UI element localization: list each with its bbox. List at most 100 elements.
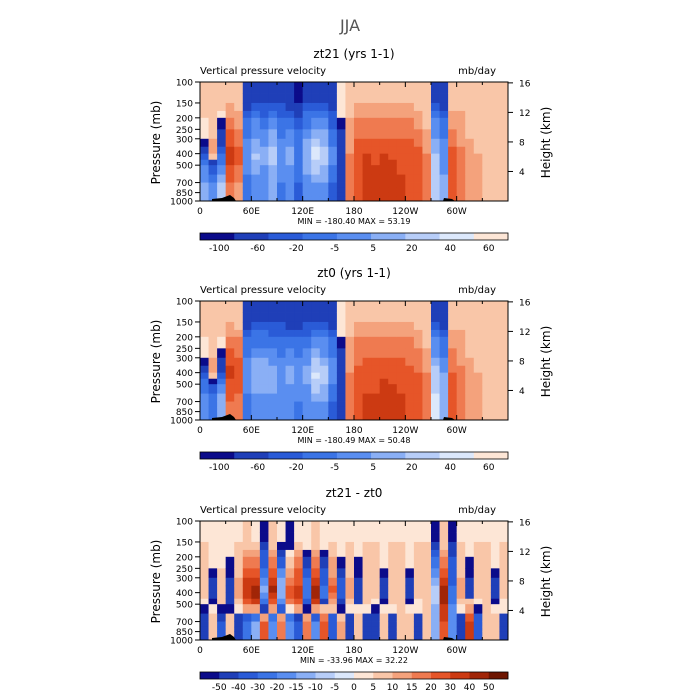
x-tick-label: 180 (345, 426, 362, 436)
heatmap-cell (431, 568, 440, 579)
heatmap-cell (405, 598, 415, 605)
colorbar-label: 60 (483, 463, 495, 473)
heatmap-cell (431, 598, 440, 605)
heatmap-cell (268, 110, 278, 119)
colorbar-swatch (392, 672, 413, 679)
heatmap-cell (422, 102, 432, 112)
heatmap-cell (259, 598, 269, 605)
heatmap-cell (251, 549, 261, 558)
heatmap-cell (490, 348, 500, 359)
heatmap-cell (405, 532, 415, 543)
heatmap-cell (208, 384, 218, 394)
heatmap-cell (379, 626, 389, 632)
heatmap-cell (277, 93, 286, 104)
heatmap-cell (405, 365, 415, 374)
heatmap-cell (345, 329, 355, 338)
colorbar-label: 5 (370, 244, 376, 254)
heatmap-cell (268, 165, 278, 175)
heatmap-cell (208, 365, 218, 374)
heatmap-cell (354, 93, 363, 104)
heatmap-cell (431, 301, 440, 313)
heatmap-cell (413, 613, 423, 622)
heatmap-cell (482, 613, 492, 622)
y2-tick-label: 8 (519, 138, 525, 148)
heatmap-cell (217, 301, 227, 313)
heatmap-cell (388, 592, 398, 600)
heatmap-cell (259, 384, 269, 394)
heatmap-cell (319, 621, 329, 628)
heatmap-cell (371, 138, 381, 148)
heatmap-cell (200, 585, 209, 594)
heatmap-cell (242, 631, 252, 637)
heatmap-cell (336, 93, 346, 104)
heatmap-cell (200, 521, 209, 533)
heatmap-cell (490, 598, 500, 605)
heatmap-cell (379, 401, 389, 408)
heatmap-cell (354, 129, 363, 140)
heatmap-cell (422, 626, 432, 632)
heatmap-cell (473, 82, 483, 94)
heatmap-cell (456, 549, 466, 558)
heatmap-cell (490, 182, 500, 189)
heatmap-cell (285, 568, 295, 579)
heatmap-cell (319, 187, 329, 193)
heatmap-cell (413, 384, 423, 394)
heatmap-cell (285, 187, 295, 193)
x-tick-label: 120E (291, 426, 314, 436)
heatmap-cell (302, 196, 312, 202)
heatmap-cell (294, 165, 304, 175)
heatmap-cell (268, 365, 278, 374)
heatmap-cell (259, 532, 269, 543)
heatmap-cell (362, 372, 372, 380)
heatmap-cell (242, 321, 252, 331)
heatmap-cell (328, 129, 338, 140)
heatmap-cell (285, 192, 295, 198)
heatmap-cell (439, 357, 449, 367)
heatmap-cell (465, 384, 475, 394)
heatmap-cell (465, 592, 475, 600)
heatmap-cell (396, 301, 406, 313)
heatmap-cell (448, 329, 458, 338)
heatmap-cell (277, 621, 286, 628)
heatmap-cell (311, 621, 321, 628)
heatmap-cell (354, 187, 363, 193)
heatmap-cell (482, 165, 492, 175)
heatmap-cell (285, 329, 295, 338)
heatmap-cell (234, 393, 244, 402)
heatmap-cell (294, 82, 304, 94)
heatmap-cell (362, 174, 372, 183)
heatmap-cell (499, 411, 509, 417)
heatmap-cell (490, 165, 500, 175)
heatmap-cell (259, 378, 269, 385)
heatmap-cell (208, 631, 218, 637)
heatmap-cell (456, 604, 466, 614)
heatmap-cell (302, 378, 312, 385)
heatmap-cell (242, 174, 252, 183)
heatmap-cell (431, 182, 440, 189)
heatmap-cell (302, 541, 312, 551)
heatmap-cell (448, 146, 458, 155)
heatmap-cell (422, 138, 432, 148)
heatmap-cell (396, 568, 406, 579)
heatmap-cell (371, 621, 381, 628)
heatmap-cell (379, 82, 389, 94)
heatmap-cell (499, 521, 509, 533)
heatmap-cell (448, 635, 458, 641)
heatmap-cell (422, 556, 432, 569)
heatmap-cell (362, 348, 372, 359)
colorbar-label: 5 (370, 683, 376, 693)
heatmap-cell (259, 129, 269, 140)
colorbar-label: -20 (270, 683, 285, 693)
colorbar-label: -10 (308, 683, 323, 693)
heatmap-cell (422, 321, 432, 331)
heatmap-cell (268, 411, 278, 417)
heatmap-cell (345, 312, 355, 323)
heatmap-cell (259, 406, 269, 412)
heatmap-cell (482, 604, 492, 614)
heatmap-cell (251, 93, 261, 104)
heatmap-cell (328, 384, 338, 394)
heatmap-cell (319, 129, 329, 140)
heatmap-cell (302, 631, 312, 637)
heatmap-cell (234, 585, 244, 594)
colorbar-swatch (450, 672, 470, 679)
